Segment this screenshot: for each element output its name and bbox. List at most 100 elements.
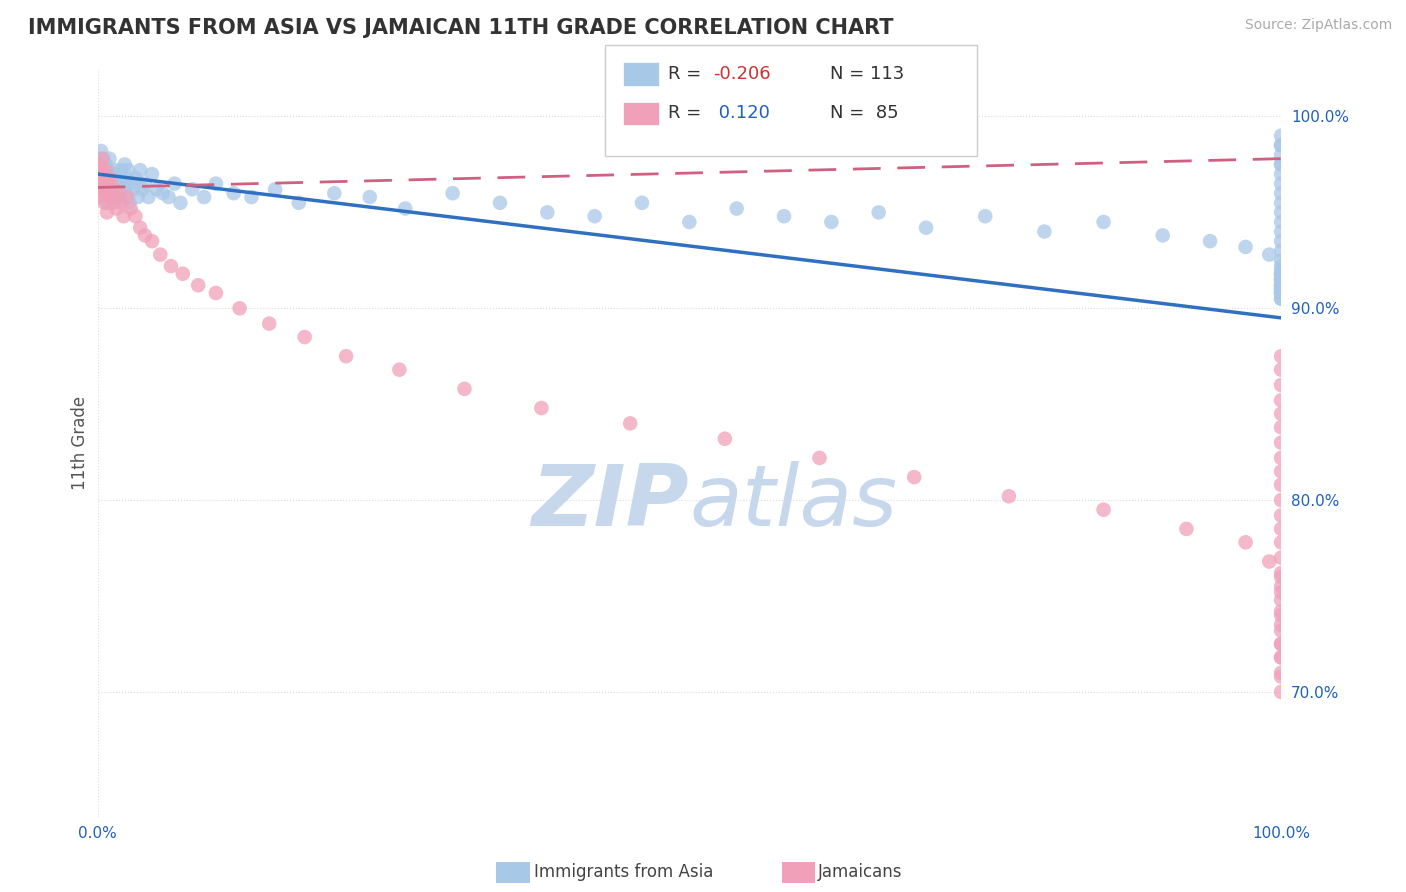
Point [1270,650,1292,665]
Point [108,186,131,201]
Text: -0.206: -0.206 [713,65,770,83]
Point [1270,205,1292,219]
Point [131,182,153,196]
Text: atlas: atlas [689,461,897,544]
Point [1270,272,1292,286]
Point [773,209,796,223]
Point [453,382,475,396]
Point [110,163,132,178]
Point [1270,278,1292,293]
Point [287,195,309,210]
Point [138,190,160,204]
Point [1270,592,1292,607]
Point [115,170,138,185]
Point [1270,285,1292,300]
Point [97,182,120,196]
Point [1270,272,1292,286]
Point [96,205,118,219]
Point [93,152,115,166]
Point [87,157,110,171]
Point [101,195,124,210]
Point [1270,278,1292,293]
Point [93,177,115,191]
Point [1270,349,1292,363]
Point [94,157,117,171]
Point [91,170,114,185]
Point [489,195,512,210]
Point [1270,566,1292,580]
Point [1270,282,1292,296]
Point [998,489,1021,503]
Point [1270,272,1292,286]
Point [1234,240,1257,254]
Point [394,202,416,216]
Point [193,190,215,204]
Point [1270,157,1292,171]
Point [1270,285,1292,300]
Point [1092,502,1115,516]
Point [1270,292,1292,306]
Point [89,190,111,204]
Text: R =: R = [668,65,707,83]
Point [1270,464,1292,478]
Point [1270,186,1292,201]
Point [89,170,111,185]
Point [1270,608,1292,623]
Point [1270,435,1292,450]
Point [90,163,112,178]
Point [134,228,156,243]
Point [94,186,117,201]
Point [100,177,122,191]
Point [915,220,938,235]
Point [1270,195,1292,210]
Point [98,170,121,185]
Point [1270,278,1292,293]
Point [1270,669,1292,683]
Point [1270,244,1292,258]
Point [264,182,287,196]
Point [1270,407,1292,421]
Text: IMMIGRANTS FROM ASIA VS JAMAICAN 11TH GRADE CORRELATION CHART: IMMIGRANTS FROM ASIA VS JAMAICAN 11TH GR… [28,18,894,37]
Point [157,190,180,204]
Point [103,190,125,204]
Point [1270,624,1292,638]
Point [93,167,115,181]
Point [1270,278,1292,293]
Point [205,285,228,300]
Point [100,186,122,201]
Point [124,209,146,223]
Point [187,278,209,293]
Point [1199,234,1222,248]
Point [228,301,250,316]
Point [1270,604,1292,618]
Text: Source: ZipAtlas.com: Source: ZipAtlas.com [1244,18,1392,32]
Point [359,190,381,204]
Point [619,417,641,431]
Point [1234,535,1257,549]
Text: ZIP: ZIP [531,461,689,544]
Point [1270,177,1292,191]
Point [94,182,117,196]
Point [115,190,138,204]
Point [1270,450,1292,465]
Point [1270,617,1292,632]
Point [536,205,558,219]
Point [1270,650,1292,665]
Point [93,186,115,201]
Point [100,177,122,191]
Point [631,195,654,210]
Point [388,362,411,376]
Point [96,170,118,185]
Point [112,177,135,191]
Y-axis label: 11th Grade: 11th Grade [72,395,89,490]
Point [97,186,120,201]
Text: Immigrants from Asia: Immigrants from Asia [534,863,714,881]
Point [1270,585,1292,599]
Point [1258,247,1281,261]
Point [1270,665,1292,680]
Point [169,195,191,210]
Point [1270,138,1292,153]
Point [91,163,114,178]
Point [530,401,553,415]
Point [820,215,842,229]
